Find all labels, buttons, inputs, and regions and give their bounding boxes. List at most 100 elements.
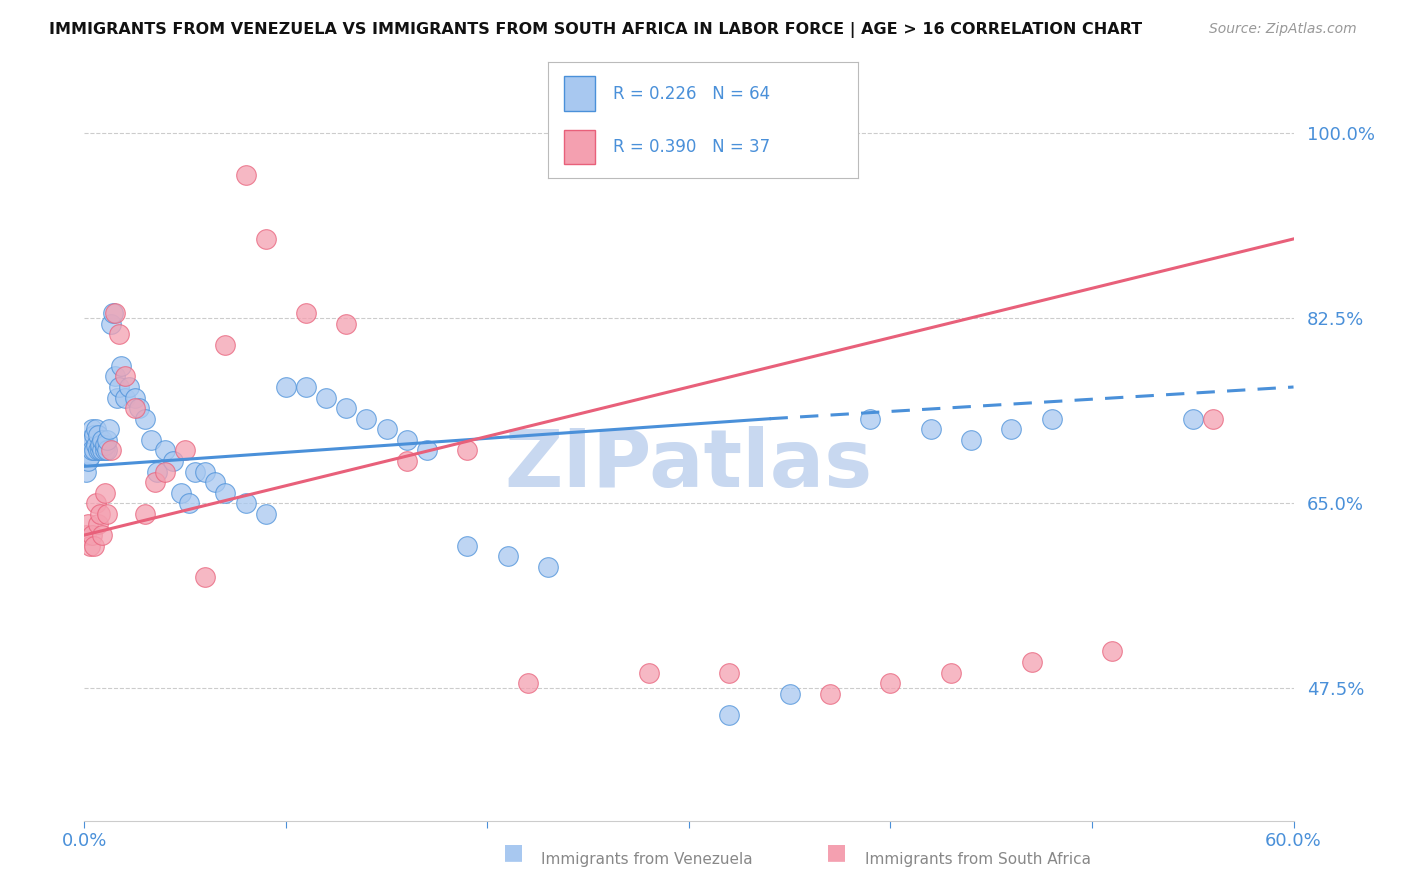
Point xyxy=(295,380,318,394)
Point xyxy=(83,443,105,458)
FancyBboxPatch shape xyxy=(564,129,595,164)
Point xyxy=(100,443,122,458)
Point xyxy=(496,549,519,564)
Point xyxy=(1181,411,1204,425)
Point xyxy=(274,380,297,394)
Point xyxy=(184,465,207,479)
Point xyxy=(456,539,478,553)
Point xyxy=(97,422,120,436)
Point xyxy=(143,475,166,490)
FancyBboxPatch shape xyxy=(564,77,595,112)
Point xyxy=(1000,422,1022,436)
Point xyxy=(1021,655,1043,669)
Point xyxy=(77,517,100,532)
Point xyxy=(96,507,118,521)
Point xyxy=(77,433,100,447)
Point xyxy=(235,169,257,183)
Point xyxy=(920,422,942,436)
Point xyxy=(86,422,108,436)
Point xyxy=(456,443,478,458)
Point xyxy=(254,507,277,521)
Point xyxy=(1202,411,1225,425)
Point xyxy=(128,401,150,416)
Point xyxy=(204,475,226,490)
Point xyxy=(395,454,418,468)
Point xyxy=(170,485,193,500)
Point xyxy=(214,485,236,500)
Point xyxy=(87,517,110,532)
Point xyxy=(107,327,129,342)
Point xyxy=(87,427,110,442)
Point xyxy=(107,380,129,394)
Point xyxy=(104,306,127,320)
Point xyxy=(89,443,111,458)
Point xyxy=(162,454,184,468)
Point xyxy=(718,665,741,680)
Text: Immigrants from South Africa: Immigrants from South Africa xyxy=(865,852,1091,867)
Point xyxy=(86,438,108,452)
Point xyxy=(93,443,115,458)
Point xyxy=(235,496,257,510)
Point xyxy=(516,676,538,690)
Point xyxy=(939,665,962,680)
Point xyxy=(139,433,162,447)
Text: ZIPatlas: ZIPatlas xyxy=(505,426,873,504)
Text: Source: ZipAtlas.com: Source: ZipAtlas.com xyxy=(1209,22,1357,37)
Text: ■: ■ xyxy=(827,843,846,863)
Point xyxy=(89,507,111,521)
Point xyxy=(1101,644,1123,658)
Point xyxy=(859,411,882,425)
Text: R = 0.226   N = 64: R = 0.226 N = 64 xyxy=(613,85,770,103)
Point xyxy=(96,433,118,447)
Point xyxy=(82,528,104,542)
Point xyxy=(93,485,115,500)
Point xyxy=(87,443,110,458)
Point xyxy=(179,496,201,510)
Point xyxy=(79,539,101,553)
Point xyxy=(537,559,560,574)
Point xyxy=(83,427,105,442)
Point xyxy=(194,465,217,479)
Point xyxy=(82,443,104,458)
Point xyxy=(124,401,146,416)
Point xyxy=(89,438,111,452)
Point xyxy=(818,687,841,701)
Point xyxy=(114,369,136,384)
Point xyxy=(79,433,101,447)
Point xyxy=(86,496,108,510)
Point xyxy=(82,422,104,436)
Point xyxy=(214,337,236,351)
Point xyxy=(295,306,318,320)
Point xyxy=(91,528,114,542)
Point xyxy=(110,359,132,373)
Point xyxy=(395,433,418,447)
Point xyxy=(194,570,217,584)
Point xyxy=(100,317,122,331)
Point xyxy=(91,443,114,458)
Point xyxy=(779,687,801,701)
Point xyxy=(174,443,197,458)
Point xyxy=(105,391,128,405)
Point xyxy=(375,422,398,436)
Text: ■: ■ xyxy=(503,843,523,863)
Point xyxy=(153,443,176,458)
Text: R = 0.390   N = 37: R = 0.390 N = 37 xyxy=(613,138,770,156)
Point xyxy=(879,676,901,690)
Point xyxy=(335,401,357,416)
Point xyxy=(83,539,105,553)
Point xyxy=(356,411,378,425)
Text: IMMIGRANTS FROM VENEZUELA VS IMMIGRANTS FROM SOUTH AFRICA IN LABOR FORCE | AGE >: IMMIGRANTS FROM VENEZUELA VS IMMIGRANTS … xyxy=(49,22,1142,38)
Point xyxy=(1040,411,1063,425)
Point xyxy=(124,391,146,405)
Point xyxy=(146,465,169,479)
Point xyxy=(416,443,439,458)
Point xyxy=(118,380,141,394)
Point xyxy=(134,411,156,425)
Point xyxy=(335,317,357,331)
Text: Immigrants from Venezuela: Immigrants from Venezuela xyxy=(541,852,754,867)
Point xyxy=(134,507,156,521)
Point xyxy=(114,391,136,405)
Point xyxy=(315,391,337,405)
Point xyxy=(77,454,100,468)
Point xyxy=(718,707,741,722)
